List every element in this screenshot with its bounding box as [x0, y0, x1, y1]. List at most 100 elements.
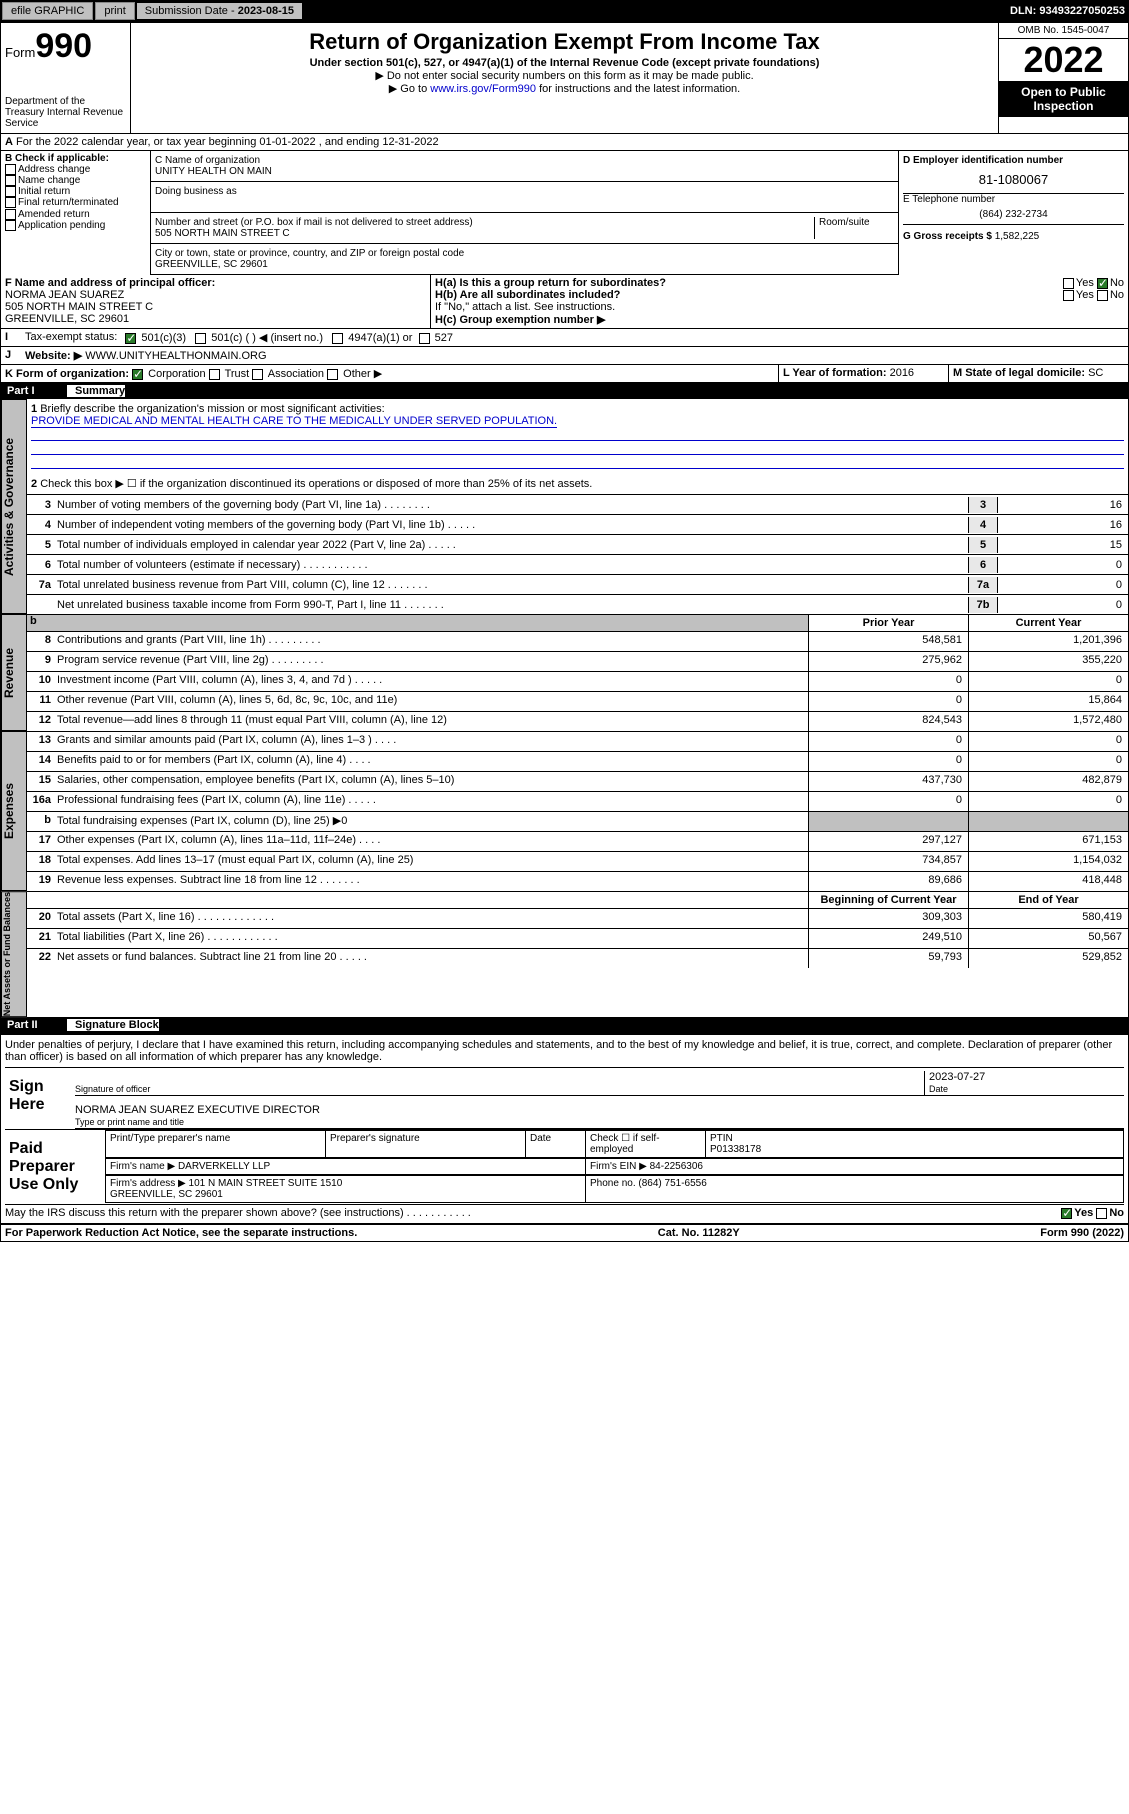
eoy-hdr: End of Year — [968, 892, 1128, 908]
mission-text: PROVIDE MEDICAL AND MENTAL HEALTH CARE T… — [31, 415, 557, 428]
summary-line: 5Total number of individuals employed in… — [27, 534, 1128, 554]
chk-name-change[interactable]: Name change — [5, 175, 146, 186]
org-address: 505 NORTH MAIN STREET C — [155, 228, 290, 239]
summary-line: 3Number of voting members of the governi… — [27, 494, 1128, 514]
form-title: Return of Organization Exempt From Incom… — [135, 29, 994, 55]
hb-label: H(b) Are all subordinates included? — [435, 289, 620, 301]
chk-other[interactable] — [327, 369, 338, 380]
officer-name: NORMA JEAN SUAREZ — [5, 289, 124, 301]
data-line: bTotal fundraising expenses (Part IX, co… — [27, 811, 1128, 831]
chk-527[interactable] — [419, 333, 430, 344]
tax-year: 2022 — [999, 39, 1128, 81]
bcy-hdr: Beginning of Current Year — [808, 892, 968, 908]
room-label: Room/suite — [819, 217, 870, 228]
page-footer: For Paperwork Reduction Act Notice, see … — [1, 1223, 1128, 1241]
addr-label: Number and street (or P.O. box if mail i… — [155, 217, 473, 228]
chk-501c3[interactable] — [125, 333, 136, 344]
ptin-value: P01338178 — [710, 1144, 761, 1155]
state-domicile: SC — [1088, 367, 1103, 379]
data-line: 10Investment income (Part VIII, column (… — [27, 671, 1128, 691]
omb-number: OMB No. 1545-0047 — [999, 23, 1128, 39]
mission-label: Briefly describe the organization's miss… — [40, 403, 384, 415]
section-b-c-d: B Check if applicable: Address change Na… — [1, 151, 1128, 275]
sig-date: 2023-07-27 — [929, 1071, 985, 1083]
ein-label: D Employer identification number — [903, 155, 1063, 166]
data-line: 17Other expenses (Part IX, column (A), l… — [27, 831, 1128, 851]
irs-link[interactable]: www.irs.gov/Form990 — [430, 83, 536, 95]
chk-address-change[interactable]: Address change — [5, 164, 146, 175]
phone-value: (864) 232-2734 — [903, 209, 1124, 220]
data-line: 19Revenue less expenses. Subtract line 1… — [27, 871, 1128, 891]
ssn-note: ▶ Do not enter social security numbers o… — [135, 69, 994, 82]
tab-revenue: Revenue — [1, 614, 27, 731]
dept-label: Department of the Treasury Internal Reve… — [5, 96, 126, 129]
year-formation: 2016 — [890, 367, 914, 379]
sig-officer-label: Signature of officer — [75, 1084, 150, 1094]
typed-name: NORMA JEAN SUAREZ EXECUTIVE DIRECTOR — [75, 1104, 320, 1116]
data-line: 21Total liabilities (Part X, line 26) . … — [27, 928, 1128, 948]
data-line: 14Benefits paid to or for members (Part … — [27, 751, 1128, 771]
hb-note: If "No," attach a list. See instructions… — [435, 301, 1124, 313]
firm-phone: (864) 751-6556 — [638, 1178, 706, 1189]
chk-assoc[interactable] — [252, 369, 263, 380]
chk-discuss-no[interactable] — [1096, 1208, 1107, 1219]
firm-addr2: GREENVILLE, SC 29601 — [110, 1189, 223, 1200]
data-line: 11Other revenue (Part VIII, column (A), … — [27, 691, 1128, 711]
dln-label: DLN: 93493227050253 — [1010, 5, 1125, 17]
org-name-label: C Name of organization — [155, 155, 260, 166]
section-b-label: B Check if applicable: — [5, 153, 109, 164]
ha-label: H(a) Is this a group return for subordin… — [435, 277, 666, 289]
discuss-question: May the IRS discuss this return with the… — [5, 1207, 471, 1219]
data-line: 9Program service revenue (Part VIII, lin… — [27, 651, 1128, 671]
chk-501c[interactable] — [195, 333, 206, 344]
form-header: Form990 Department of the Treasury Inter… — [1, 23, 1128, 134]
officer-addr2: GREENVILLE, SC 29601 — [5, 313, 129, 325]
data-line: 22Net assets or fund balances. Subtract … — [27, 948, 1128, 968]
city-label: City or town, state or province, country… — [155, 248, 464, 259]
data-line: 18Total expenses. Add lines 13–17 (must … — [27, 851, 1128, 871]
org-name: UNITY HEALTH ON MAIN — [155, 166, 272, 177]
data-line: 20Total assets (Part X, line 16) . . . .… — [27, 908, 1128, 928]
chk-trust[interactable] — [209, 369, 220, 380]
officer-addr1: 505 NORTH MAIN STREET C — [5, 301, 153, 313]
chk-corp[interactable] — [132, 369, 143, 380]
efile-button[interactable]: efile GRAPHIC — [2, 2, 93, 20]
summary-line: 4Number of independent voting members of… — [27, 514, 1128, 534]
current-year-hdr: Current Year — [968, 615, 1128, 631]
summary-line: Net unrelated business taxable income fr… — [27, 594, 1128, 614]
tab-governance: Activities & Governance — [1, 399, 27, 614]
part2-bar: Part IISignature Block — [1, 1017, 1128, 1033]
chk-app-pending[interactable]: Application pending — [5, 220, 146, 231]
part1-bar: Part ISummary — [1, 383, 1128, 399]
section-k-l-m: K Form of organization: Corporation Trus… — [1, 365, 1128, 383]
data-line: 15Salaries, other compensation, employee… — [27, 771, 1128, 791]
goto-note: ▶ Go to www.irs.gov/Form990 for instruct… — [135, 82, 994, 95]
data-line: 12Total revenue—add lines 8 through 11 (… — [27, 711, 1128, 731]
chk-final-return[interactable]: Final return/terminated — [5, 197, 146, 208]
form-subtitle: Under section 501(c), 527, or 4947(a)(1)… — [135, 57, 994, 69]
chk-initial-return[interactable]: Initial return — [5, 186, 146, 197]
paid-preparer-label: Paid Preparer Use Only — [5, 1130, 105, 1204]
open-public-badge: Open to Public Inspection — [999, 81, 1128, 117]
section-f-h: F Name and address of principal officer:… — [1, 275, 1128, 329]
phone-label: E Telephone number — [903, 194, 1124, 205]
data-line: 13Grants and similar amounts paid (Part … — [27, 731, 1128, 751]
chk-discuss-yes[interactable] — [1061, 1208, 1072, 1219]
tab-netassets: Net Assets or Fund Balances — [1, 891, 27, 1017]
print-button[interactable]: print — [95, 2, 134, 20]
chk-amended[interactable]: Amended return — [5, 209, 146, 220]
hc-label: H(c) Group exemption number ▶ — [435, 314, 605, 326]
firm-name: DARVERKELLY LLP — [178, 1161, 270, 1172]
form-number: Form990 — [5, 27, 126, 66]
ein-value: 81-1080067 — [903, 172, 1124, 187]
line2-text: Check this box ▶ ☐ if the organization d… — [40, 478, 592, 490]
data-line: 8Contributions and grants (Part VIII, li… — [27, 631, 1128, 651]
section-a: A For the 2022 calendar year, or tax yea… — [1, 134, 1128, 151]
gross-receipts-value: 1,582,225 — [995, 231, 1040, 242]
summary-line: 7aTotal unrelated business revenue from … — [27, 574, 1128, 594]
section-j: J Website: ▶ WWW.UNITYHEALTHONMAIN.ORG — [1, 347, 1128, 365]
prior-year-hdr: Prior Year — [808, 615, 968, 631]
data-line: 16aProfessional fundraising fees (Part I… — [27, 791, 1128, 811]
submission-date: Submission Date - 2023-08-15 — [137, 3, 302, 19]
chk-4947[interactable] — [332, 333, 343, 344]
